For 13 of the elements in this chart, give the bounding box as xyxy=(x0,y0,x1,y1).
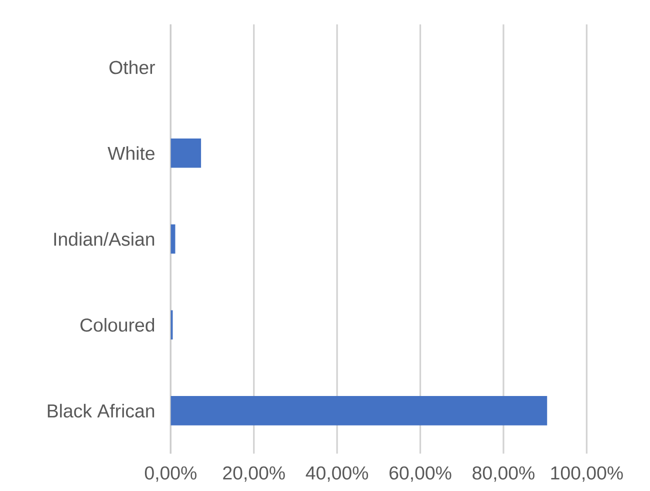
y-tick-label: Black African xyxy=(48,404,154,418)
x-tick-label: 40,00% xyxy=(306,466,368,482)
bar xyxy=(170,138,202,168)
x-tick-label: 0,00% xyxy=(144,466,196,482)
x-tick-label: 80,00% xyxy=(472,466,534,482)
y-tick-label: Coloured xyxy=(80,318,154,332)
y-tick-label: Indian/Asian xyxy=(54,232,154,246)
y-tick-label: White xyxy=(108,146,154,160)
bar xyxy=(170,396,548,426)
x-tick-label: 60,00% xyxy=(390,466,452,482)
x-tick-label: 100,00% xyxy=(551,466,623,482)
y-tick-label: Other xyxy=(109,60,155,74)
x-tick-label: 20,00% xyxy=(223,466,285,482)
